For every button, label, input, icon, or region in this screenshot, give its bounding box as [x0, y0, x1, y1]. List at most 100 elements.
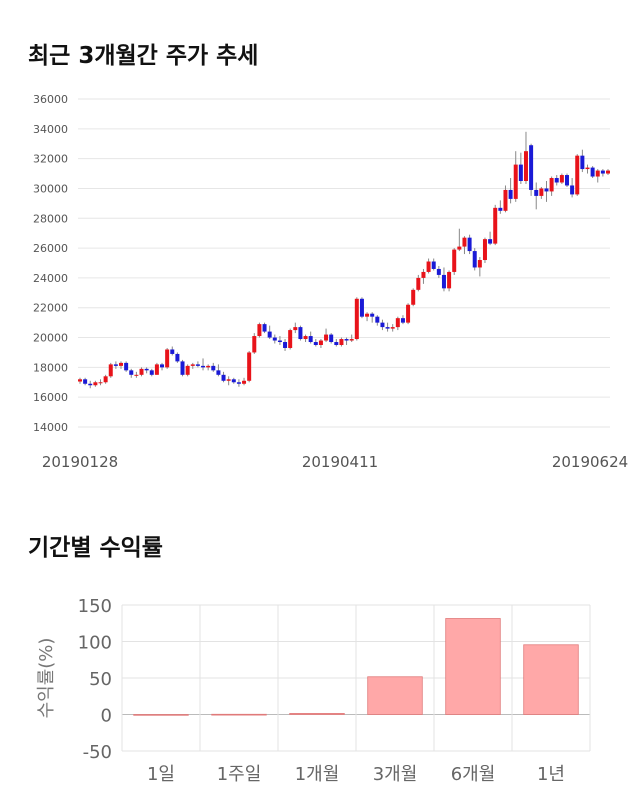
candle-body [324, 334, 329, 341]
y-tick-label: 30000 [33, 182, 68, 195]
bar-3개월 [367, 676, 423, 715]
candle-body [124, 362, 129, 371]
y-tick-label: 32000 [33, 153, 68, 166]
candle-body [421, 271, 426, 278]
candle-body [206, 365, 211, 368]
candle-body [441, 274, 446, 289]
candle-body [165, 349, 170, 368]
candle-body [390, 327, 395, 329]
candle-body [488, 239, 493, 244]
candle-body [498, 207, 503, 211]
candle-body [262, 324, 267, 332]
candle-body [283, 342, 288, 348]
chart-title-returns: 기간별 수익률 [28, 535, 163, 561]
y-tick-label: 22000 [33, 302, 68, 315]
candle-body [544, 188, 549, 192]
candle-body [595, 170, 600, 177]
candle-body [185, 365, 190, 375]
candle-body [380, 322, 385, 328]
candle-body [195, 364, 200, 366]
candle-body [370, 313, 375, 317]
bar-1개월 [289, 713, 345, 715]
candle-body [231, 379, 236, 383]
y-axis-label: 수익률(%) [36, 638, 57, 719]
candle-body [529, 145, 534, 190]
y-tick-label: 150 [78, 596, 112, 617]
candle-body [539, 188, 544, 196]
y-tick-label: 28000 [33, 212, 68, 225]
candle-body [329, 334, 334, 343]
candle-body [436, 268, 441, 275]
x-category-label: 1일 [147, 764, 175, 785]
candle-body [201, 365, 206, 368]
candle-body [385, 327, 390, 329]
candle-body [534, 189, 539, 196]
candle-body [452, 249, 457, 272]
candle-body [267, 331, 272, 338]
candle-body [493, 207, 498, 244]
candle-body [467, 237, 472, 252]
candle-body [349, 339, 354, 341]
candle-body [98, 382, 103, 384]
candle-body [221, 374, 226, 381]
candle-body [190, 364, 195, 366]
candle-body [395, 318, 400, 328]
x-category-label: 1개월 [295, 764, 340, 785]
y-tick-label: 16000 [33, 391, 68, 404]
candle-body [149, 370, 154, 375]
candle-body [513, 164, 518, 199]
candle-body [180, 361, 185, 375]
candle-body [334, 342, 339, 345]
candle-body [580, 155, 585, 170]
x-date-label: 20190624 [552, 453, 628, 471]
candle-body [416, 277, 421, 290]
y-tick-label: 50 [89, 669, 112, 690]
x-category-label: 3개월 [373, 764, 418, 785]
y-tick-label: 0 [101, 706, 112, 727]
candle-body [344, 339, 349, 341]
candle-body [411, 289, 416, 305]
candle-body [216, 370, 221, 375]
candle-body [103, 376, 108, 383]
candle-body [503, 189, 508, 211]
candle-body [277, 340, 282, 343]
bar-1년 [523, 644, 579, 715]
x-category-label: 1주일 [217, 764, 262, 785]
candle-body [431, 261, 436, 269]
candle-body [564, 175, 569, 186]
candle-body [160, 364, 165, 368]
candle-body [518, 164, 523, 181]
candle-body [154, 364, 159, 375]
candle-body [242, 380, 247, 384]
candle-body [375, 316, 380, 323]
candle-body [523, 151, 528, 181]
y-tick-label: 100 [78, 633, 112, 654]
candle-body [365, 313, 370, 317]
candle-body [406, 304, 411, 323]
y-tick-label: 18000 [33, 361, 68, 374]
bar-6개월 [445, 618, 501, 715]
candle-body [400, 318, 405, 323]
candle-body [226, 379, 231, 381]
candle-body [211, 365, 216, 371]
candle-body [606, 170, 610, 174]
candle-body [129, 370, 134, 375]
candle-body [78, 379, 82, 382]
candle-body [590, 167, 595, 177]
x-category-label: 6개월 [451, 764, 496, 785]
candle-body [144, 368, 149, 371]
bar-1주일 [211, 713, 267, 716]
candle-body [247, 352, 252, 381]
y-tick-label: 26000 [33, 242, 68, 255]
candle-body [477, 260, 482, 268]
y-tick-label: -50 [83, 742, 112, 763]
candle-body [447, 271, 452, 289]
candle-body [313, 342, 318, 345]
candle-body [600, 170, 605, 174]
candle-body [236, 382, 241, 384]
y-tick-label: 24000 [33, 272, 68, 285]
candle-body [482, 239, 487, 261]
candle-body [293, 327, 298, 331]
candle-body [575, 155, 580, 195]
